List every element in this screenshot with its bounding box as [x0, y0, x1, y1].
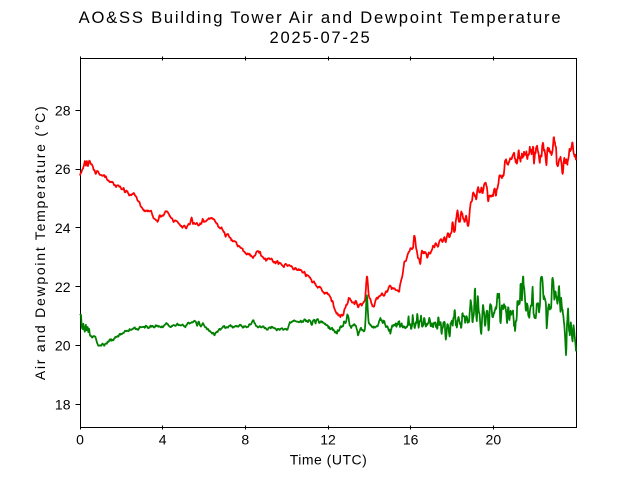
- svg-text:2025-07-25: 2025-07-25: [270, 28, 372, 47]
- svg-text:16: 16: [403, 432, 419, 448]
- svg-text:8: 8: [241, 432, 249, 448]
- svg-text:26: 26: [55, 161, 71, 177]
- svg-text:28: 28: [55, 102, 71, 118]
- svg-text:12: 12: [320, 432, 336, 448]
- svg-text:Air and Dewpoint Temperature (: Air and Dewpoint Temperature (°C): [32, 105, 48, 381]
- svg-text:AO&SS Building Tower Air and D: AO&SS Building Tower Air and Dewpoint Te…: [79, 8, 563, 27]
- svg-text:20: 20: [55, 338, 71, 354]
- svg-text:18: 18: [55, 396, 71, 412]
- svg-text:Time (UTC): Time (UTC): [290, 451, 368, 467]
- svg-text:24: 24: [55, 220, 71, 236]
- svg-text:20: 20: [486, 432, 502, 448]
- svg-text:0: 0: [76, 432, 84, 448]
- svg-text:4: 4: [159, 432, 167, 448]
- svg-text:22: 22: [55, 279, 71, 295]
